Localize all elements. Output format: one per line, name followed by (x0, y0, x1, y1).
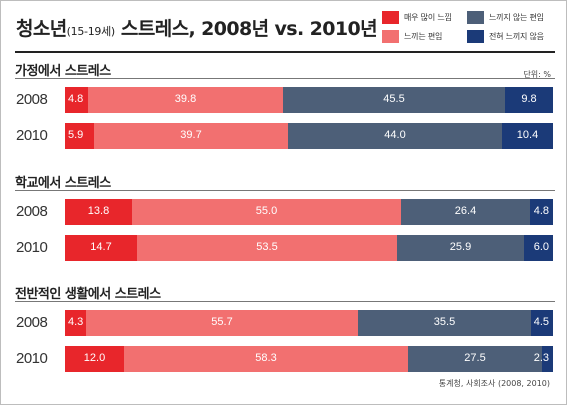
bar-value-label: 55.7 (211, 316, 233, 328)
source-note: 통계청, 사회조사 (2008, 2010) (438, 379, 550, 388)
section-title-2: 학교에서 스트레스 (15, 176, 111, 191)
bar-segment-very-much (65, 235, 137, 261)
bar-segment-somewhat (88, 87, 283, 113)
year-label: 2010 (16, 127, 48, 144)
bar-segment-not-at-all (505, 87, 553, 113)
bar-value-label: 25.9 (449, 241, 472, 253)
bar-value-label: 55.0 (255, 205, 278, 217)
unit-label: 단위: % (523, 70, 551, 79)
bar-segment-not-at-all (530, 199, 553, 225)
bar-value-label: 4.8 (533, 205, 549, 217)
bar-value-label: 5.9 (68, 129, 84, 141)
year-label: 2008 (16, 91, 48, 108)
year-label: 2010 (16, 239, 48, 256)
bar-value-label: 44.0 (384, 129, 406, 141)
bar-segment-not-much (358, 310, 531, 336)
bar-segment-somewhat (132, 199, 401, 225)
bar-value-label: 27.5 (464, 352, 486, 364)
stacked-bar: 14.7 53.5 25.9 6.0 (65, 235, 553, 261)
bar-value-label: 6.0 (533, 241, 549, 253)
chart-title: 청소년(15-19세) 스트레스, 2008년 vs. 2010년 (16, 14, 378, 41)
title-main-text: 청소년 (16, 18, 67, 40)
bar-value-label: 4.3 (68, 316, 84, 328)
bar-segment-very-much (65, 199, 132, 225)
section-title-1: 가정에서 스트레스 (15, 64, 111, 79)
title-rest-text: 스트레스, 2008년 vs. 2010년 (114, 18, 378, 40)
legend-swatch-not-at-all (467, 30, 484, 43)
legend-label-somewhat: 느끼는 편임 (404, 32, 443, 41)
year-label: 2008 (16, 203, 48, 220)
bar-value-label: 39.7 (180, 129, 202, 141)
bar-segment-very-much (65, 346, 124, 372)
bar-segment-not-at-all (502, 123, 553, 149)
bar-value-label: 35.5 (433, 316, 456, 328)
bar-segment-very-much (65, 310, 86, 336)
bar-segment-somewhat (137, 235, 397, 261)
section-title-3: 전반적인 생활에서 스트레스 (15, 287, 161, 302)
bar-segment-not-much (408, 346, 542, 372)
bar-value-label: 4.5 (533, 316, 549, 328)
bar-segment-very-much (65, 87, 88, 113)
stacked-bar: 5.9 39.7 44.0 10.4 (65, 123, 553, 149)
bar-value-label: 2.3 (533, 352, 549, 364)
section-rule-1 (15, 78, 555, 79)
bar-value-label: 13.8 (87, 205, 110, 217)
year-label: 2008 (16, 314, 48, 331)
section-rule-2 (15, 190, 555, 191)
bar-value-label: 4.8 (68, 93, 84, 105)
stacked-bar: 13.8 55.0 26.4 4.8 (65, 199, 553, 225)
bar-segment-somewhat (86, 310, 358, 336)
stacked-bar: 4.8 39.8 45.5 9.8 (65, 87, 553, 113)
bar-segment-somewhat (94, 123, 288, 149)
legend-swatch-not-much (467, 11, 484, 24)
bar-value-label: 45.5 (383, 93, 405, 105)
legend-swatch-very-much (382, 11, 399, 24)
legend-swatch-somewhat (382, 30, 399, 43)
bar-segment-not-at-all (531, 310, 553, 336)
bar-segment-not-much (401, 199, 530, 225)
bar-value-label: 9.8 (521, 93, 537, 105)
bar-segment-somewhat (124, 346, 408, 372)
bar-segment-not-at-all (542, 346, 553, 372)
bar-segment-not-much (283, 87, 505, 113)
bar-segment-not-much (288, 123, 502, 149)
bar-value-label: 14.7 (90, 241, 112, 253)
legend-label-very-much: 매우 많이 느낌 (404, 13, 452, 22)
bar-segment-not-at-all (524, 235, 553, 261)
bar-value-label: 10.4 (516, 129, 539, 141)
bar-segment-not-much (397, 235, 524, 261)
year-label: 2010 (16, 350, 48, 367)
bar-value-label: 39.8 (174, 93, 197, 105)
bar-value-label: 26.4 (454, 205, 477, 217)
legend-label-not-at-all: 전혀 느끼지 않음 (489, 32, 544, 41)
stacked-bar: 12.0 58.3 27.5 2.3 (65, 346, 553, 372)
title-age-text: (15-19세) (66, 25, 116, 38)
legend-label-not-much: 느끼지 않는 편임 (489, 13, 544, 22)
bar-segment-very-much (65, 123, 94, 149)
bar-value-label: 12.0 (83, 352, 106, 364)
bar-value-label: 53.5 (256, 241, 278, 253)
bar-value-label: 58.3 (255, 352, 277, 364)
section-rule-3 (15, 301, 555, 302)
stacked-bar: 4.3 55.7 35.5 4.5 (65, 310, 553, 336)
title-divider (15, 51, 555, 53)
